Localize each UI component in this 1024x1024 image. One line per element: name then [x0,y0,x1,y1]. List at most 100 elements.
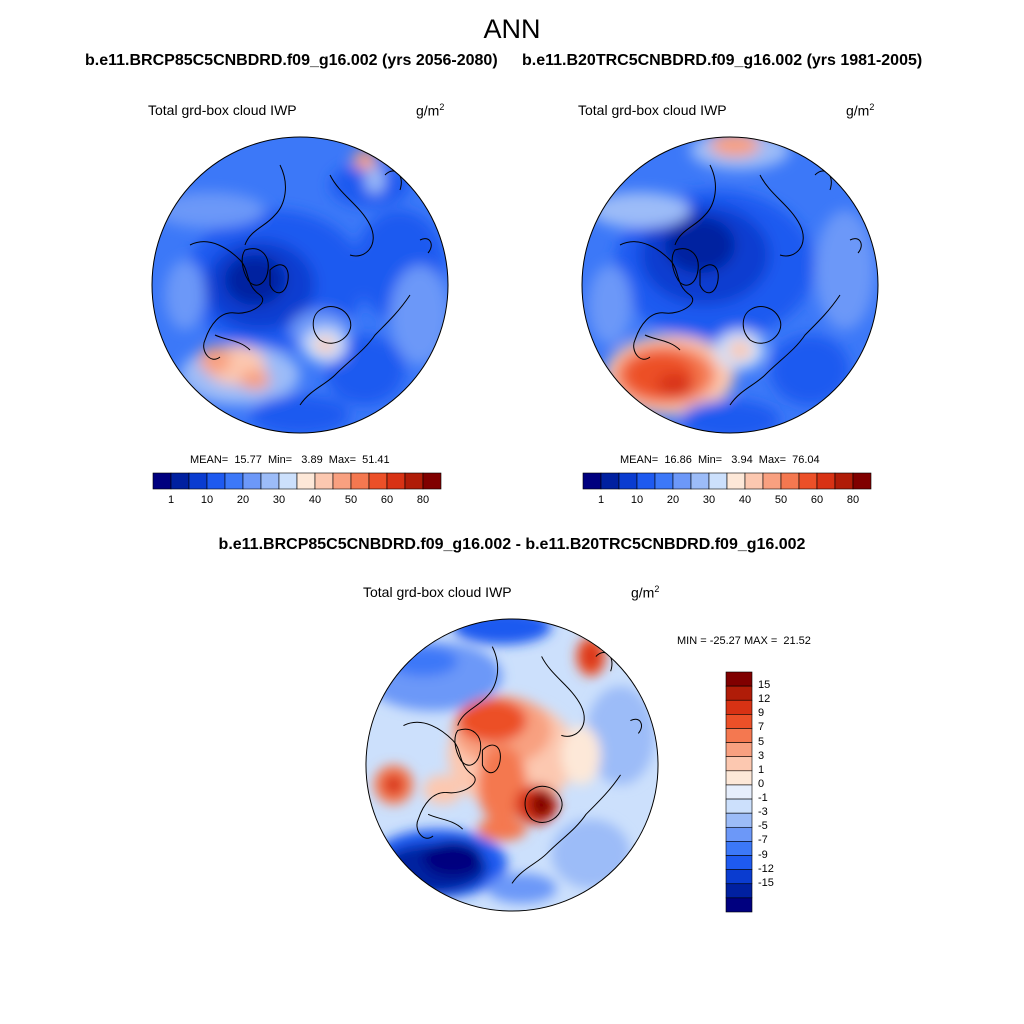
colorbar-swatch [725,826,753,842]
colorbar-swatch [654,472,674,490]
right-colorbar [582,472,872,490]
colorbar-label: 50 [344,494,358,506]
colorbar-label: 40 [738,494,752,506]
diff-units-label: g/m2 [631,584,660,601]
colorbar-label: -15 [758,876,774,889]
colorbar-swatch [816,472,836,490]
colorbar-swatch [725,756,753,772]
colorbar-swatch [725,869,753,885]
right-polar-map [581,136,879,434]
colorbar-swatch [725,714,753,729]
colorbar-swatch [422,472,442,490]
colorbar-label: 10 [200,494,214,506]
colorbar-swatch [725,728,753,743]
colorbar-swatch [404,472,424,490]
colorbar-swatch [725,855,753,870]
colorbar-label: 30 [272,494,286,506]
colorbar-label: -7 [758,834,768,847]
colorbar-swatch [780,472,800,490]
colorbar-label: 30 [702,494,716,506]
colorbar-label: -5 [758,820,768,833]
colorbar-swatch [188,472,208,490]
diff-variable-label: Total grd-box cloud IWP [363,584,512,600]
colorbar-swatch [725,784,753,800]
right-units-label: g/m2 [846,102,875,119]
colorbar-swatch [206,472,226,490]
colorbar-label: 0 [758,777,765,790]
difference-polar-map [365,618,659,912]
colorbar-swatch [278,472,298,490]
left-units-label: g/m2 [416,102,445,119]
colorbar-swatch [725,897,753,913]
colorbar-swatch [744,472,764,490]
colorbar-swatch [314,472,334,490]
colorbar-label: -1 [758,792,768,805]
left-polar-map [151,136,449,434]
colorbar-label: 80 [846,494,860,506]
colorbar-swatch [618,472,638,490]
colorbar-label: 15 [758,679,771,692]
colorbar-swatch [242,472,262,490]
colorbar-swatch [386,472,406,490]
left-case-title: b.e11.BRCP85C5CNBDRD.f09_g16.002 (yrs 20… [85,52,498,69]
left-colorbar [152,472,442,490]
colorbar-swatch [762,472,782,490]
colorbar-swatch [708,472,728,490]
diff-colorbar [725,671,753,913]
colorbar-swatch [725,671,753,687]
colorbar-swatch [725,742,753,758]
colorbar-swatch [852,472,872,490]
colorbar-label: 1 [597,494,605,506]
colorbar-label: 50 [774,494,788,506]
right-colorbar-labels: 1 10 20 30 40 50 60 80 [583,494,871,508]
diff-colorbar-labels: 15 12 9 7 5 3 1 0 -1 -3 -5 -7 -9 -12 -15 [758,672,798,912]
colorbar-label: 20 [236,494,250,506]
colorbar-label: -3 [758,806,768,819]
colorbar-label: 5 [758,735,765,748]
colorbar-swatch [332,472,352,490]
colorbar-label: 3 [758,749,765,762]
colorbar-label: 60 [810,494,824,506]
colorbar-swatch [834,472,854,490]
colorbar-label: 1 [167,494,175,506]
colorbar-swatch [725,770,753,786]
colorbar-label: 20 [666,494,680,506]
colorbar-label: 7 [758,721,765,734]
colorbar-swatch [725,798,753,814]
colorbar-label: 80 [416,494,430,506]
colorbar-label: 10 [630,494,644,506]
colorbar-label: 12 [758,693,771,706]
right-case-title: b.e11.B20TRC5CNBDRD.f09_g16.002 (yrs 198… [522,52,923,69]
colorbar-swatch [725,685,753,701]
colorbar-swatch [582,472,602,490]
diff-stats: MIN = -25.27 MAX = 21.52 [677,635,811,647]
colorbar-swatch [170,472,190,490]
colorbar-swatch [726,472,746,490]
colorbar-swatch [725,699,753,715]
colorbar-swatch [296,472,316,490]
colorbar-swatch [224,472,244,490]
right-variable-label: Total grd-box cloud IWP [578,102,727,118]
colorbar-label: 1 [758,763,765,776]
colorbar-label: -9 [758,848,768,861]
colorbar-swatch [672,472,692,490]
left-variable-label: Total grd-box cloud IWP [148,102,297,118]
left-colorbar-labels: 1 10 20 30 40 50 60 80 [153,494,441,508]
left-stats: MEAN= 15.77 Min= 3.89 Max= 51.41 [190,454,390,466]
colorbar-swatch [798,472,818,490]
colorbar-label: 9 [758,707,765,720]
colorbar-swatch [725,883,753,899]
difference-title: b.e11.BRCP85C5CNBDRD.f09_g16.002 - b.e11… [218,536,806,553]
colorbar-swatch [725,812,753,828]
colorbar-label: 40 [308,494,322,506]
right-stats: MEAN= 16.86 Min= 3.94 Max= 76.04 [620,454,820,466]
colorbar-label: -12 [758,862,774,875]
colorbar-swatch [350,472,370,490]
colorbar-swatch [690,472,710,490]
colorbar-swatch [368,472,388,490]
colorbar-label: 60 [380,494,394,506]
colorbar-swatch [260,472,280,490]
colorbar-swatch [725,841,753,856]
colorbar-swatch [636,472,656,490]
figure-title: ANN [483,14,541,44]
